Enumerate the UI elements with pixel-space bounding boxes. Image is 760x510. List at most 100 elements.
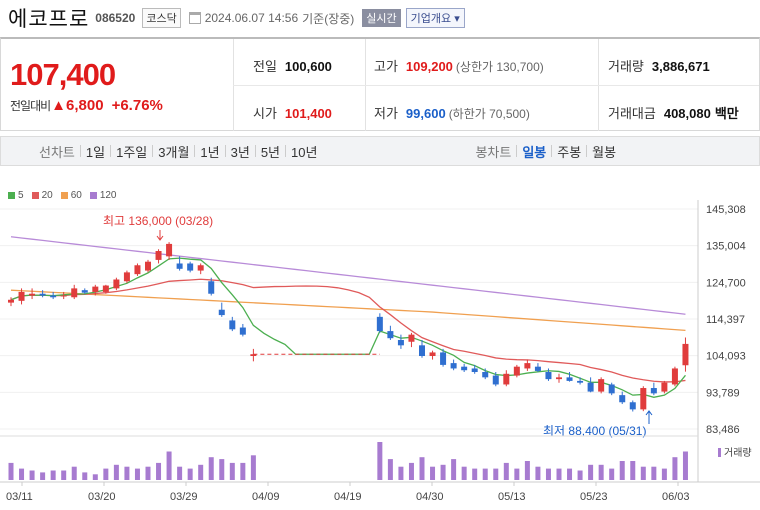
volume-bar [661,468,667,480]
volume-bar [482,468,488,480]
volume-bar [377,442,383,480]
max-annotation: 최고 136,000 (03/28) [103,214,213,228]
candle-body [419,345,425,356]
volume-bar [61,470,67,480]
legend-ma20: 20 [31,190,53,201]
candle-body [155,251,162,260]
candle-body [176,263,183,269]
volume-bar [672,457,678,480]
volume-bar [556,468,562,480]
tab-weekly[interactable]: 주봉 [557,144,582,160]
volume-bar [651,466,657,480]
volume-bar [387,459,393,480]
candle-body [71,288,78,298]
quote-basis: 기준(장중) [302,11,355,26]
current-price: 107,400 [10,57,116,92]
volume-bar [29,470,35,480]
tab-3y[interactable]: 3년 [230,144,250,160]
calendar-icon [188,12,201,24]
volume-bar [503,462,509,480]
candle-body [482,372,489,378]
trade-amount: 거래대금 408,080 백만 [608,106,739,121]
candle-body [387,331,394,339]
company-overview-dropdown[interactable]: 기업개요 ▾ [405,8,465,28]
volume-bar [630,461,636,480]
tab-1y[interactable]: 1년 [200,144,220,160]
tab-3m[interactable]: 3개월 [158,144,190,160]
volume-bar [82,472,88,480]
y-tick-label: 93,789 [706,387,740,399]
candle-body [450,363,457,369]
volume-bar [198,464,204,480]
tab-5y[interactable]: 5년 [260,144,281,160]
candle-body [566,377,573,381]
candle-body [376,316,383,332]
volume-bar [588,464,594,480]
candle-body [239,327,246,335]
volume-bar [545,468,551,480]
low-price: 저가 99,600 (하한가 70,500) [374,106,530,121]
volume-label: 거래량 [724,447,752,459]
candle-body [661,382,668,392]
volume-bar [440,464,446,480]
volume-bar [250,455,256,480]
y-tick-label: 145,308 [706,204,746,216]
volume-bar [461,466,467,480]
volume-bar [177,466,183,480]
candle-body [134,265,141,275]
volume-bar [472,468,478,480]
x-tick-label: 05/23 [580,491,608,503]
candle-body [408,334,415,342]
volume-bar [535,466,541,480]
legend-ma5: 5 [8,190,24,201]
candle-body [492,375,499,385]
y-tick-label: 104,093 [706,351,746,363]
down-arrow-icon [156,230,164,241]
stock-header: 에코프로 086520 코스닥 2024.06.07 14:56 기준(장중) … [0,0,760,36]
candle-body [166,243,173,257]
candle-body [587,382,594,392]
volume-bar [145,466,151,480]
candle-body [187,263,194,271]
volume-bar [524,461,530,480]
x-tick-label: 04/09 [252,491,280,503]
market-badge: 코스닥 [142,8,181,28]
candle-body [471,368,478,373]
volume-bar [71,466,77,480]
tab-10y[interactable]: 10년 [291,144,318,160]
volume-bar [493,468,499,480]
volume-bar [430,466,436,480]
candle-body [208,281,215,294]
volume-bar [124,466,130,480]
tab-daily[interactable]: 일봉 [522,144,547,160]
candle-body [503,373,510,385]
tab-1w[interactable]: 1주일 [116,144,148,160]
candle-body [60,295,67,297]
x-tick-label: 05/13 [498,491,526,503]
ma-legend: 5 20 60 120 [8,190,125,201]
volume-bar [19,468,25,480]
up-arrow-icon [645,410,653,424]
candle-body [650,388,657,394]
volume-bar [577,470,583,480]
volume-bar [598,464,604,480]
candle-body [629,402,636,410]
legend-ma60: 60 [60,190,82,201]
realtime-button[interactable]: 실시간 [362,9,401,27]
volume-bar [567,468,573,480]
tab-monthly[interactable]: 월봉 [592,144,617,160]
candle-body [598,379,605,392]
prev-close: 전일 100,600 [253,59,332,74]
up-arrow-icon: ▲ [51,97,67,114]
candle-body [619,395,626,403]
volume-bar [619,461,625,480]
candle-body [145,261,151,271]
volume: 거래량 3,886,671 [608,59,710,74]
change-percent: +6.76% [111,97,163,114]
candle-body [8,299,14,303]
candle-body [29,293,36,296]
price-chart[interactable]: 최고 136,000 (03/28)최저 88,400 (05/31) 거래량 … [0,170,760,510]
tab-1d[interactable]: 1일 [85,144,106,160]
candle-body [50,295,57,298]
candle-body [429,352,436,356]
